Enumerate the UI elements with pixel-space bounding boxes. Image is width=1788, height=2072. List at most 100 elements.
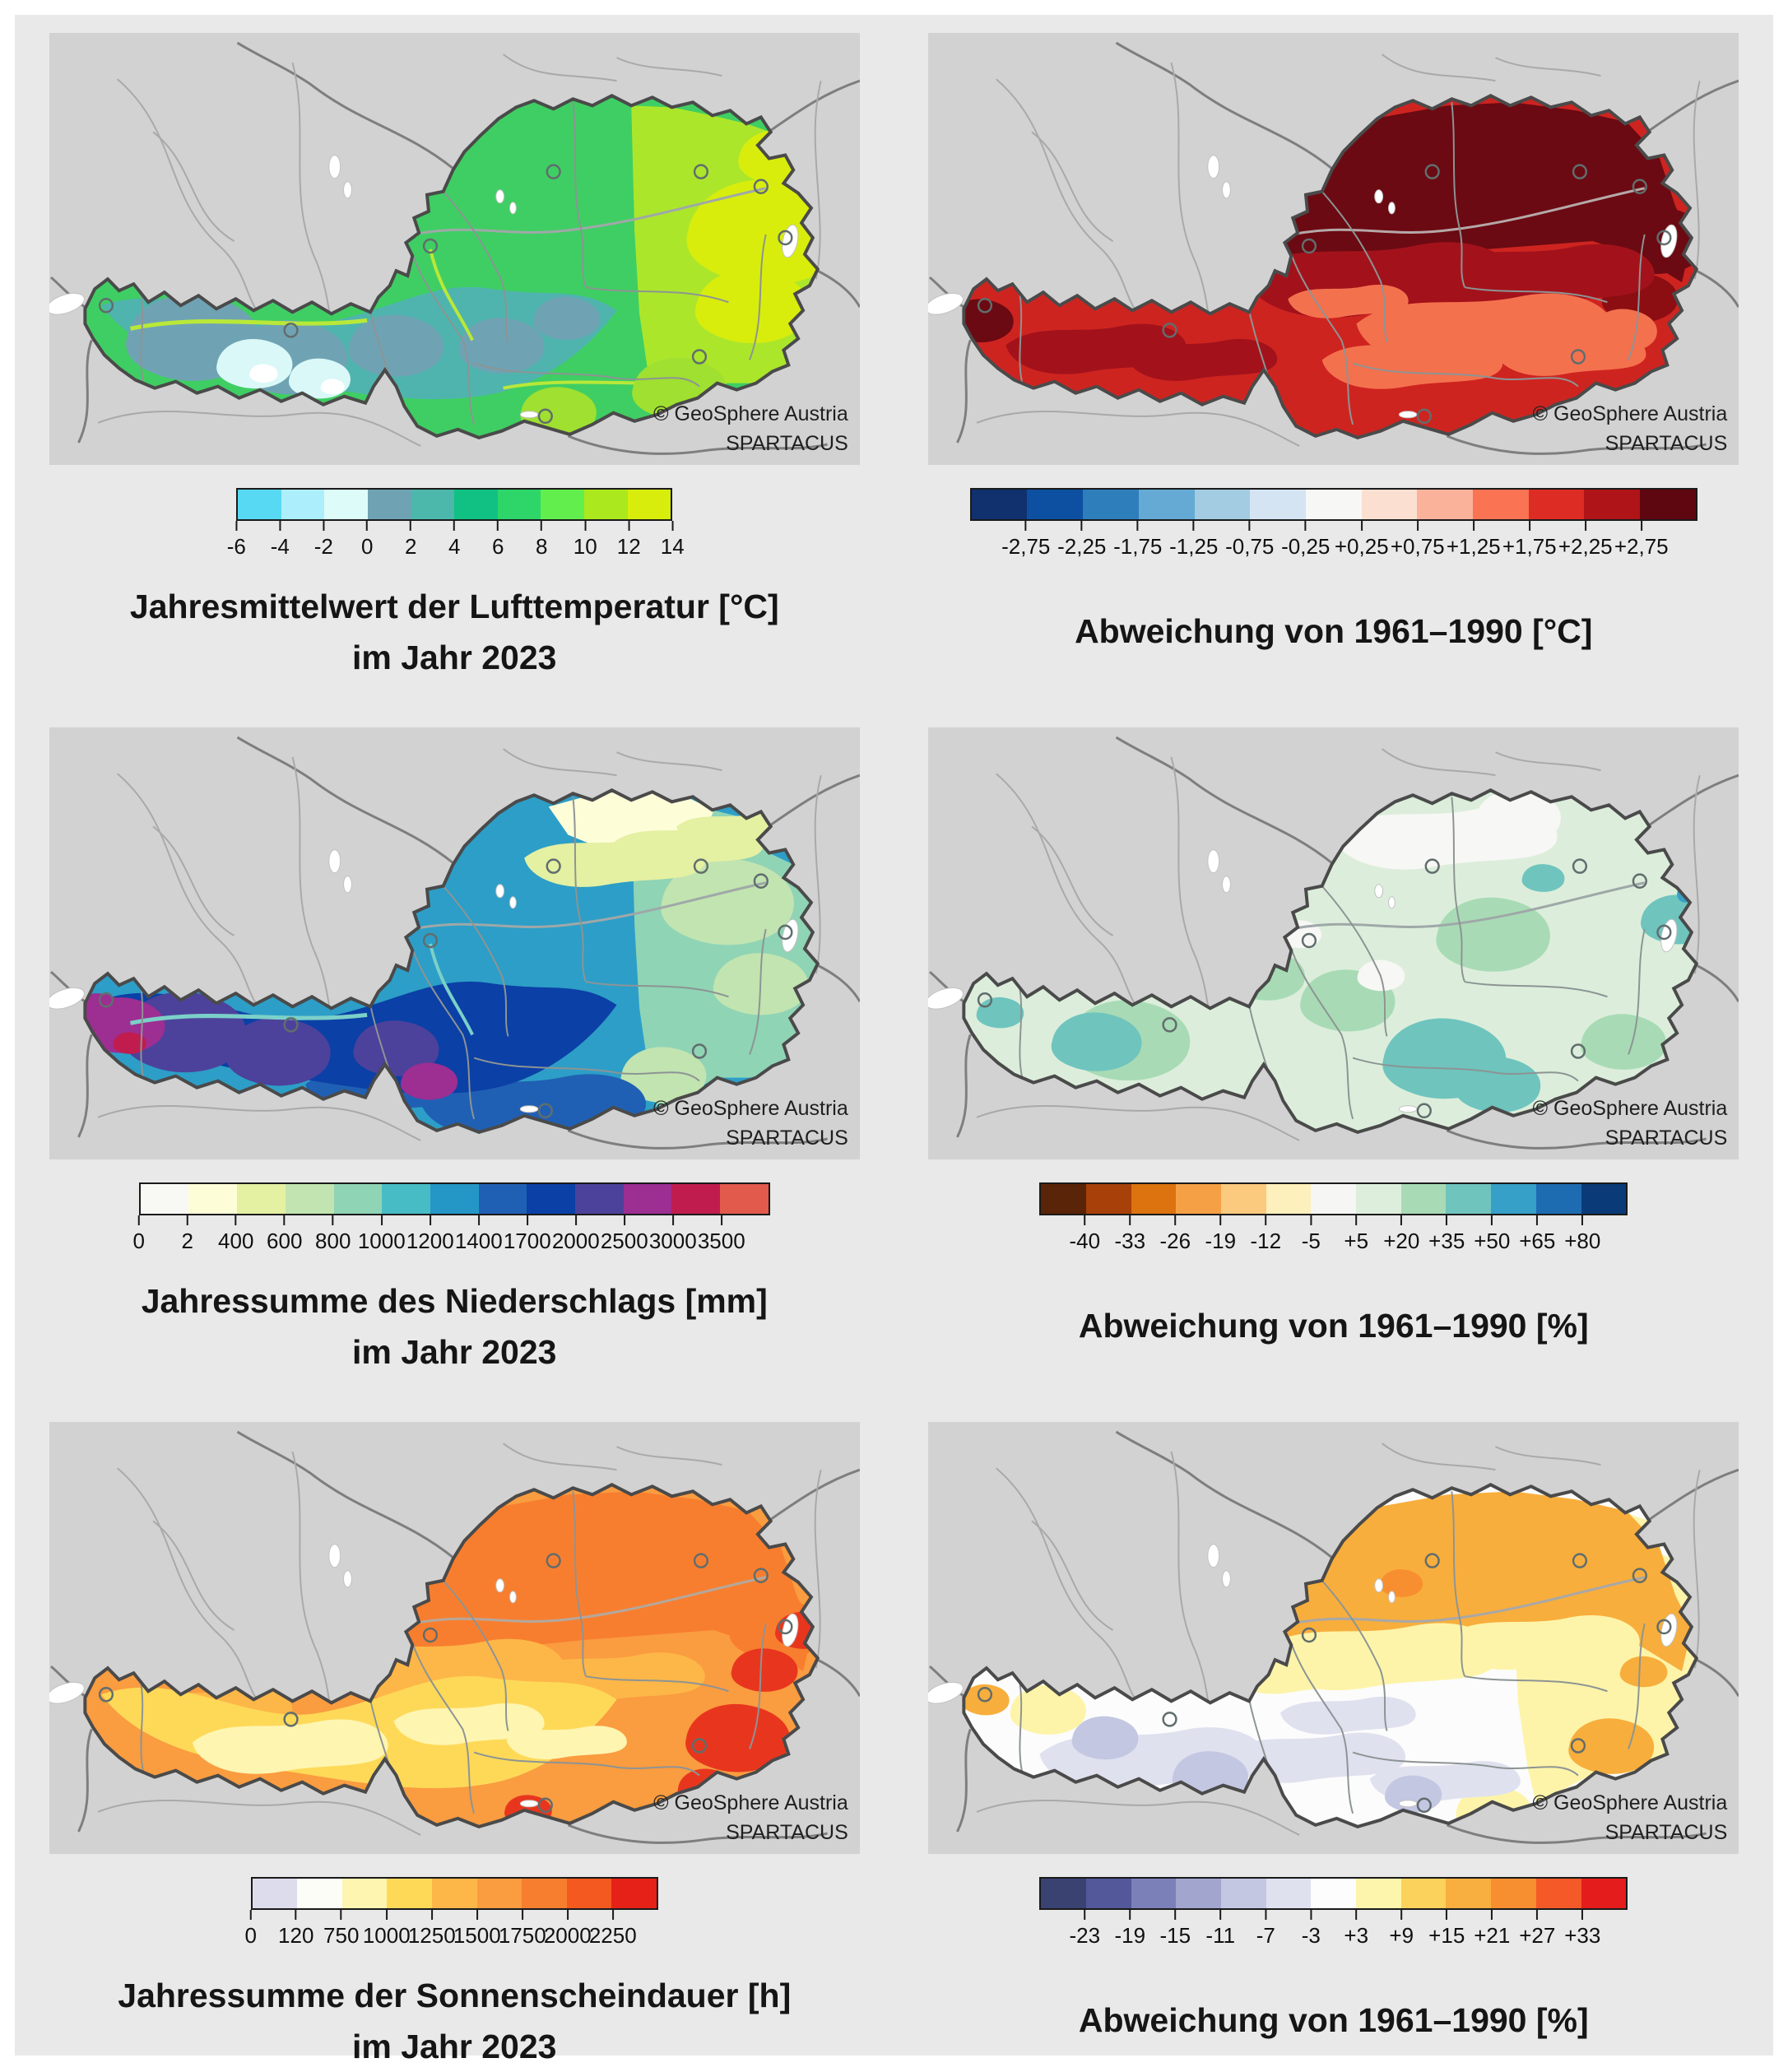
tick-label: -2,75 xyxy=(1001,534,1050,560)
tick-mark xyxy=(250,1910,252,1920)
tick-mark xyxy=(235,521,237,531)
colorbar-tick: 2250 xyxy=(589,1910,637,1949)
colorbar-tick: 0 xyxy=(133,1215,145,1254)
caption-temperature-anomaly: Abweichung von 1961–1990 [°C] xyxy=(1075,582,1592,682)
colorbar-tick: -1,25 xyxy=(1169,521,1218,560)
colorbar-segment xyxy=(1041,1879,1086,1908)
colorbar-tick: -3 xyxy=(1302,1910,1321,1949)
tick-label: 12 xyxy=(617,534,641,560)
colorbar-tick: -19 xyxy=(1114,1910,1145,1949)
colorbar-segment xyxy=(720,1184,769,1214)
tick-mark xyxy=(381,1215,383,1225)
colorbar-segment xyxy=(498,490,541,519)
tick-mark xyxy=(1249,521,1251,531)
colorbar-bar xyxy=(1039,1182,1628,1215)
colorbar-segment xyxy=(522,1879,567,1908)
colorbar-tick: -0,25 xyxy=(1281,521,1330,560)
tick-label: -11 xyxy=(1205,1923,1235,1949)
tick-label: 600 xyxy=(267,1229,302,1254)
tick-mark xyxy=(1084,1910,1085,1920)
colorbar-tick: +2,75 xyxy=(1614,521,1669,560)
colorbar-bar xyxy=(251,1877,658,1910)
tick-label: 1750 xyxy=(499,1923,546,1949)
colorbar-segment xyxy=(1529,490,1585,519)
colorbar-segment xyxy=(1266,1184,1312,1214)
colorbar-tick: +15 xyxy=(1428,1910,1465,1949)
colorbar-segment xyxy=(454,490,498,519)
caption-line-1: Abweichung von 1961–1990 [°C] xyxy=(1075,606,1592,657)
tick-mark xyxy=(575,1215,577,1225)
tick-label: +15 xyxy=(1428,1923,1465,1949)
colorbar-segment xyxy=(479,1184,527,1214)
tick-label: +27 xyxy=(1519,1923,1555,1949)
colorbar-tick: +21 xyxy=(1474,1910,1510,1949)
credit-geosphere: © GeoSphere Austria xyxy=(1533,1788,1728,1818)
colorbar-segment xyxy=(1640,490,1696,519)
tick-mark xyxy=(672,1215,674,1225)
tick-label: +3 xyxy=(1344,1923,1368,1949)
tick-mark xyxy=(1536,1910,1538,1920)
map-credit: © GeoSphere Austria SPARTACUS xyxy=(1533,399,1728,459)
tick-mark xyxy=(497,521,499,531)
colorbar-tick: -11 xyxy=(1205,1910,1235,1949)
tick-label: 8 xyxy=(536,534,547,560)
colorbar-tick: +27 xyxy=(1519,1910,1555,1949)
colorbar-segment xyxy=(253,1879,298,1908)
colorbar-segment xyxy=(1139,490,1195,519)
tick-mark xyxy=(1355,1215,1357,1225)
tick-label: +9 xyxy=(1389,1923,1414,1949)
tick-label: 0 xyxy=(361,534,373,560)
colorbar-tick: +0,75 xyxy=(1391,521,1445,560)
tick-label: -5 xyxy=(1302,1229,1321,1254)
tick-label: +2,25 xyxy=(1558,534,1613,560)
colorbar-segment xyxy=(567,1879,612,1908)
tick-label: 800 xyxy=(315,1229,351,1254)
tick-mark xyxy=(1446,1910,1447,1920)
colorbar-tick: -2,75 xyxy=(1001,521,1050,560)
colorbar-segment xyxy=(1311,1879,1356,1908)
tick-mark xyxy=(341,1910,342,1920)
tick-label: 1000 xyxy=(358,1229,406,1254)
colorbar-tick: +9 xyxy=(1389,1910,1414,1949)
tick-label: +1,25 xyxy=(1447,534,1501,560)
tick-label: 120 xyxy=(278,1923,313,1949)
colorbar-segment xyxy=(1086,1879,1131,1908)
tick-mark xyxy=(1219,1910,1221,1920)
colorbar-tick: -2 xyxy=(314,521,333,560)
tick-mark xyxy=(1491,1215,1493,1225)
temperature-anomaly-map: © GeoSphere Austria SPARTACUS xyxy=(928,33,1739,465)
sunshine-anomaly-map: © GeoSphere Austria SPARTACUS xyxy=(928,1422,1739,1854)
colorbar-segment xyxy=(141,1184,189,1214)
tick-label: +21 xyxy=(1474,1923,1510,1949)
caption-line-1: Abweichung von 1961–1990 [%] xyxy=(1079,1995,1589,2046)
tick-mark xyxy=(478,1215,480,1225)
colorbar-tick: -23 xyxy=(1069,1910,1100,1949)
colorbar-tick: +1,25 xyxy=(1447,521,1501,560)
colorbar-segment xyxy=(387,1879,432,1908)
tick-mark xyxy=(1137,521,1139,531)
credit-spartacus: SPARTACUS xyxy=(1533,429,1728,458)
map-credit: © GeoSphere Austria SPARTACUS xyxy=(653,399,848,459)
tick-mark xyxy=(430,1215,431,1225)
colorbar-tick: 6 xyxy=(492,521,504,560)
caption-line-1: Jahresmittelwert der Lufttemperatur [°C] xyxy=(130,582,779,633)
colorbar-tick: 1000 xyxy=(358,1215,406,1254)
tick-label: -3 xyxy=(1302,1923,1321,1949)
tick-mark xyxy=(1084,1215,1085,1225)
tick-label: -0,25 xyxy=(1281,534,1330,560)
tick-mark xyxy=(527,1215,528,1225)
tick-label: -12 xyxy=(1250,1229,1281,1254)
colorbar-segment xyxy=(628,490,671,519)
tick-label: 1500 xyxy=(453,1923,501,1949)
colorbar-segment xyxy=(1536,1184,1581,1214)
colorbar-tick: +0,25 xyxy=(1335,521,1389,560)
colorbar-segment xyxy=(1581,1879,1627,1908)
credit-spartacus: SPARTACUS xyxy=(1533,1123,1728,1153)
tick-label: +1,75 xyxy=(1502,534,1557,560)
colorbar-tick: -15 xyxy=(1159,1910,1191,1949)
tick-label: +65 xyxy=(1519,1229,1555,1254)
tick-label: 2 xyxy=(405,534,416,560)
